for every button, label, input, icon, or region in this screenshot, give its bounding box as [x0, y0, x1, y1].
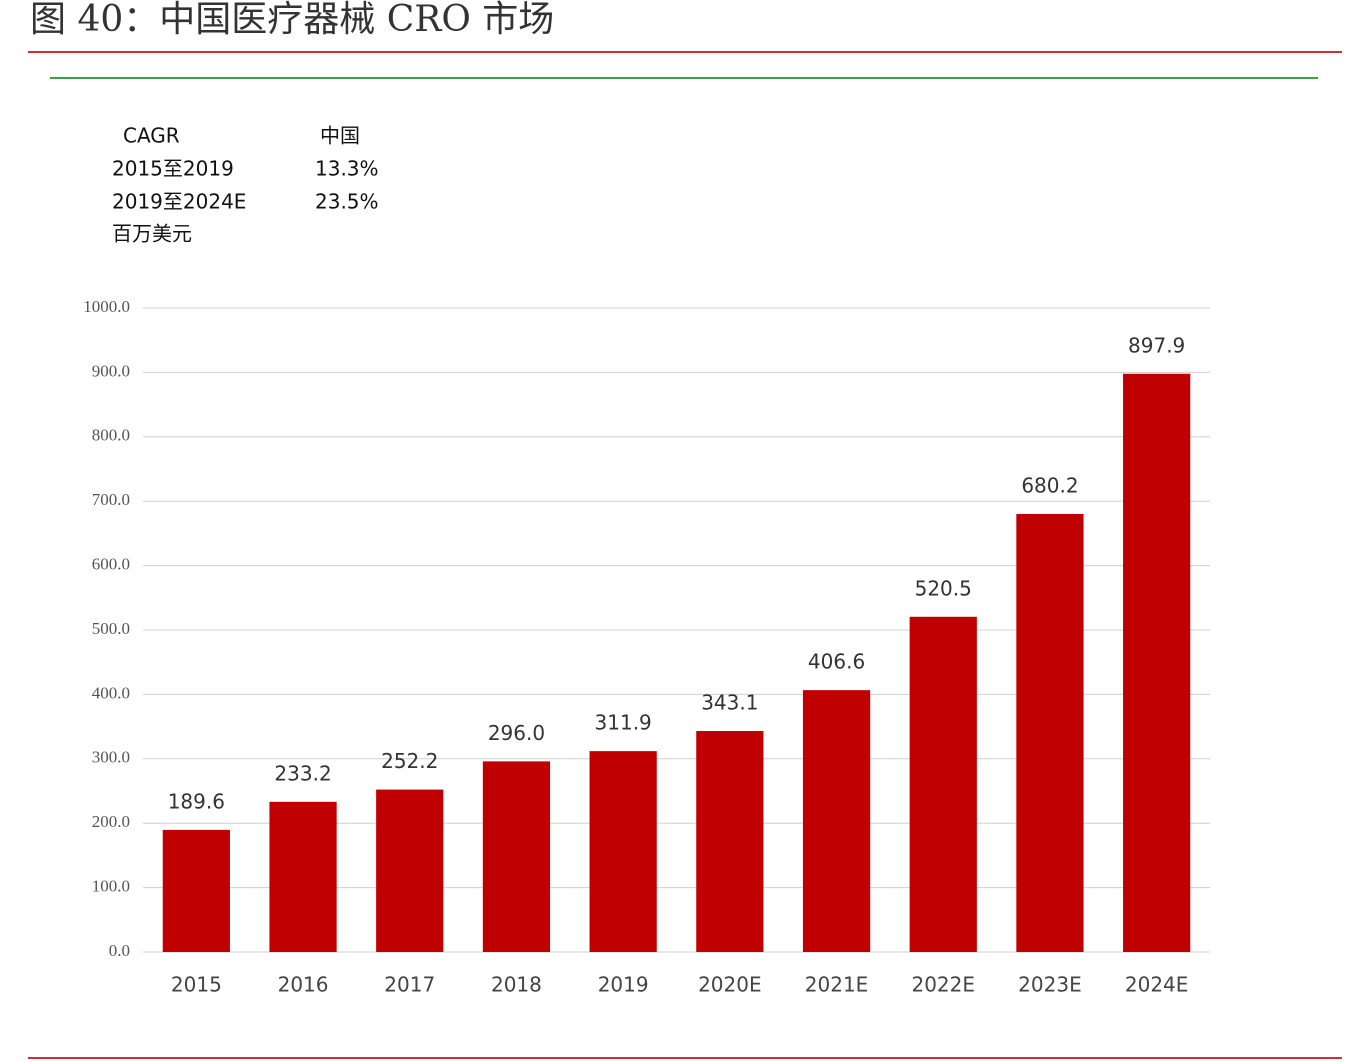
bar — [696, 731, 764, 952]
bar — [376, 789, 444, 952]
bar — [1123, 373, 1191, 952]
bar — [909, 616, 977, 952]
bar — [162, 829, 230, 952]
x-tick-label: 2020E — [698, 973, 762, 997]
x-tick-label: 2015 — [171, 973, 222, 997]
value-label: 252.2 — [381, 749, 438, 773]
y-tick-label: 500.0 — [92, 619, 130, 638]
x-tick-label: 2017 — [384, 973, 435, 997]
value-label: 680.2 — [1021, 473, 1078, 497]
value-label: 897.9 — [1128, 333, 1185, 357]
y-tick-label: 900.0 — [92, 361, 130, 380]
x-tick-label: 2016 — [278, 973, 329, 997]
chart-title: 图 40：中国医疗器械 CRO 市场 — [30, 0, 554, 40]
table-cell: 2019至2024E — [112, 190, 246, 214]
y-tick-label: 700.0 — [92, 490, 130, 509]
y-tick-label: 400.0 — [92, 683, 130, 702]
x-tick-label: 2022E — [911, 973, 975, 997]
table-header: 中国 — [320, 124, 360, 148]
table-cell: 13.3% — [315, 157, 379, 181]
unit-label: 百万美元 — [112, 222, 192, 246]
value-label: 520.5 — [915, 576, 972, 600]
value-label: 406.6 — [808, 650, 865, 674]
y-tick-label: 800.0 — [92, 426, 130, 445]
value-label: 296.0 — [488, 721, 545, 745]
x-tick-label: 2024E — [1125, 973, 1189, 997]
y-tick-label: 200.0 — [92, 812, 130, 831]
table-cell: 2015至2019 — [112, 157, 234, 181]
y-tick-label: 1000.0 — [83, 297, 130, 316]
value-label: 311.9 — [595, 711, 652, 735]
bar — [589, 751, 657, 952]
value-label: 233.2 — [274, 761, 331, 785]
x-tick-label: 2023E — [1018, 973, 1082, 997]
y-tick-label: 0.0 — [109, 941, 130, 960]
y-tick-label: 100.0 — [92, 877, 130, 896]
value-label: 343.1 — [701, 691, 758, 715]
bar — [269, 801, 337, 952]
x-tick-label: 2021E — [805, 973, 869, 997]
y-tick-label: 600.0 — [92, 555, 130, 574]
x-tick-label: 2018 — [491, 973, 542, 997]
value-label: 189.6 — [168, 789, 225, 813]
table-cell: 23.5% — [315, 190, 379, 214]
bar — [482, 761, 551, 952]
bar — [1016, 513, 1084, 952]
x-tick-label: 2019 — [598, 973, 649, 997]
table-header: CAGR — [123, 124, 180, 148]
y-tick-label: 300.0 — [92, 748, 130, 767]
bar — [802, 690, 871, 952]
